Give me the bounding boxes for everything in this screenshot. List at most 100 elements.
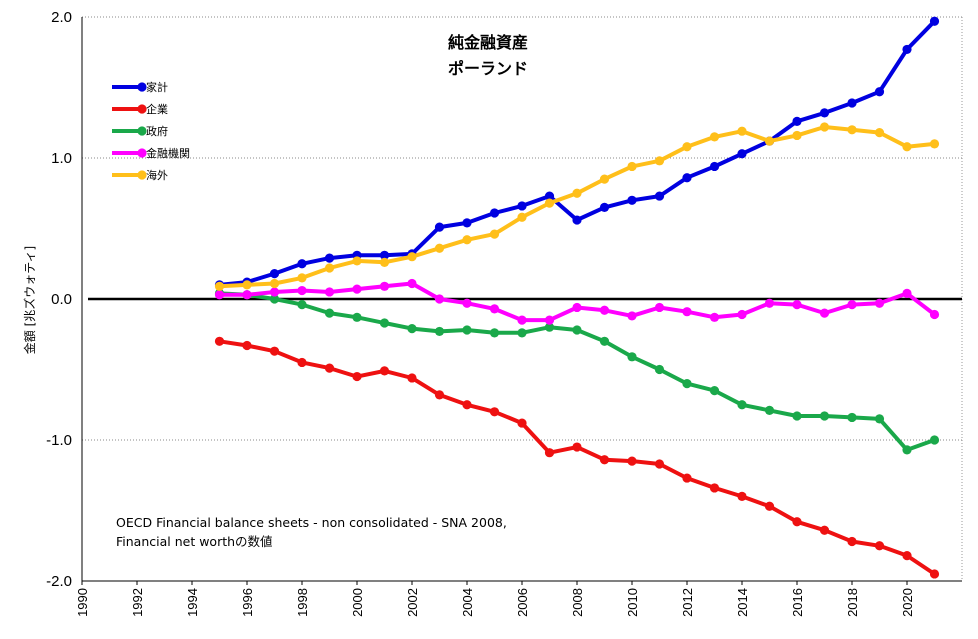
legend-label: 家計 (146, 80, 168, 94)
x-tick-label: 2012 (680, 588, 695, 617)
legend-item: 政府 (112, 124, 168, 138)
data-point (819, 122, 830, 132)
data-point (792, 411, 802, 421)
data-point (654, 364, 665, 375)
data-point (737, 491, 747, 501)
data-point (929, 569, 940, 579)
data-point (654, 156, 665, 166)
data-point (352, 371, 362, 382)
data-point (324, 363, 335, 373)
data-point (627, 311, 637, 321)
x-tick-label: 2020 (900, 588, 915, 617)
data-point (489, 304, 500, 314)
chart-title: 純金融資産 (448, 33, 528, 52)
data-point (709, 483, 720, 493)
data-point (599, 202, 610, 212)
data-point (407, 252, 417, 262)
data-point (847, 300, 857, 310)
data-point (379, 281, 390, 291)
data-point (874, 128, 885, 138)
data-point (764, 501, 775, 511)
data-point (434, 326, 445, 337)
data-point (792, 517, 802, 527)
data-point (407, 373, 417, 383)
x-tick-label: 2004 (460, 588, 475, 617)
data-point (379, 257, 390, 267)
data-point (572, 188, 582, 198)
data-point (297, 357, 307, 368)
data-point (627, 352, 637, 362)
data-point (297, 273, 307, 283)
data-point (242, 290, 252, 300)
legend-item: 金融機関 (112, 146, 190, 160)
data-point (324, 308, 335, 318)
data-point (682, 142, 692, 152)
data-point (407, 278, 417, 289)
data-point (627, 195, 637, 205)
data-point (929, 309, 940, 320)
data-point (462, 218, 472, 228)
data-point (379, 250, 390, 260)
data-point (792, 300, 802, 310)
data-point (269, 269, 280, 279)
chart-subtitle: ポーランド (448, 59, 528, 78)
y-tick-label: 0.0 (51, 291, 72, 308)
data-point (737, 149, 747, 159)
data-point (517, 328, 527, 338)
source-note-line-1: OECD Financial balance sheets - non cons… (116, 515, 507, 530)
data-point (462, 325, 472, 335)
data-point (709, 386, 720, 396)
data-point (709, 161, 720, 172)
data-point (324, 287, 335, 297)
x-tick-label: 2002 (405, 588, 420, 617)
data-point (902, 288, 912, 298)
series-2 (214, 336, 940, 579)
x-tick-labels: 1990 1992 1994 1996 1998 2000 2002 2004 2006 2008… (75, 581, 915, 617)
data-point (434, 243, 445, 253)
data-point (627, 161, 637, 172)
data-point (324, 253, 335, 263)
data-point (709, 312, 720, 322)
data-point (214, 281, 225, 291)
data-point (737, 400, 747, 410)
x-tick-label: 2008 (570, 588, 585, 617)
x-tick-label: 1996 (240, 588, 255, 617)
data-point (462, 298, 472, 308)
data-point (269, 278, 280, 289)
data-point (297, 285, 307, 296)
series-4 (214, 278, 940, 325)
data-point (819, 108, 830, 118)
data-point (269, 287, 280, 297)
data-point (489, 407, 500, 417)
legend-item: 海外 (112, 168, 168, 182)
data-point (489, 208, 500, 218)
y-tick-labels: 2.0 1.0 0.0 -1.0 -2.0 (46, 9, 72, 590)
data-point (902, 44, 912, 55)
data-point (489, 328, 500, 338)
x-tick-label: 1998 (295, 588, 310, 617)
y-axis-label: 金額 [兆ズウォティ] (22, 246, 37, 354)
data-point (792, 130, 802, 141)
data-point (544, 315, 555, 325)
series-3 (214, 288, 940, 455)
data-point (462, 400, 472, 410)
data-point (654, 191, 665, 201)
data-point (269, 294, 280, 304)
data-point (737, 126, 747, 136)
data-point (929, 435, 940, 445)
x-tick-label: 2006 (515, 588, 530, 617)
data-point (709, 132, 720, 142)
legend-swatch-marker (137, 148, 147, 158)
data-point (572, 302, 582, 313)
data-point (242, 340, 252, 351)
data-point (517, 315, 527, 325)
legend-label: 企業 (146, 102, 168, 116)
y-tick-label: -2.0 (46, 573, 72, 590)
data-point (462, 235, 472, 245)
data-point (572, 325, 582, 335)
legend-label: 政府 (146, 124, 168, 138)
source-note-line-2: Financial net worthの数値 (116, 534, 273, 549)
data-point (682, 379, 692, 389)
